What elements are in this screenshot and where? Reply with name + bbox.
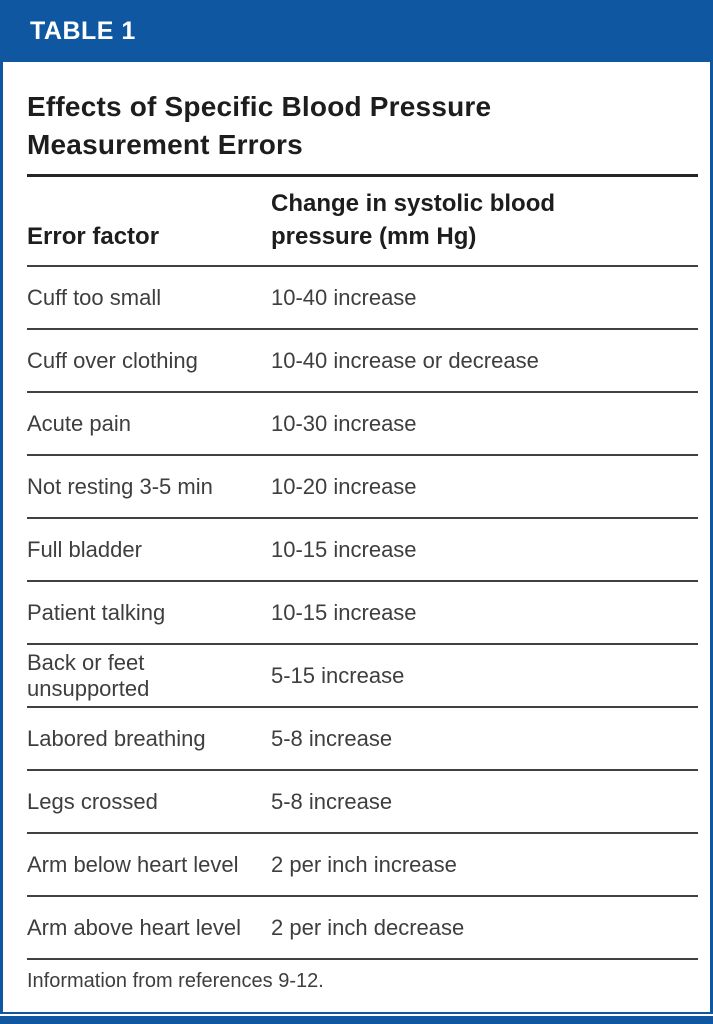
cell-change: 5-8 increase <box>271 788 393 814</box>
cell-change: 10-30 increase <box>271 410 417 436</box>
cell-change: 10-15 increase <box>271 536 417 562</box>
table-row: Labored breathing 5-8 increase <box>27 708 698 771</box>
header-top-rule <box>27 174 698 177</box>
cell-error-factor: Full bladder <box>27 536 142 562</box>
table-row: Patient talking 10-15 increase <box>27 582 698 645</box>
cell-error-factor: Cuff over clothing <box>27 347 198 373</box>
cell-error-factor: Arm below heart level <box>27 851 239 877</box>
table-row: Arm above heart level 2 per inch decreas… <box>27 897 698 960</box>
column-header-change: Change in systolic blood pressure (mm Hg… <box>271 187 698 253</box>
cell-change: 10-40 increase or decrease <box>271 347 539 373</box>
cell-error-factor: Acute pain <box>27 410 131 436</box>
cell-change: 2 per inch decrease <box>271 914 465 940</box>
table-row: Acute pain 10-30 increase <box>27 393 698 456</box>
table-row: Arm below heart level 2 per inch increas… <box>27 834 698 897</box>
table-title: Effects of Specific Blood Pressure Measu… <box>27 91 492 160</box>
column-header-error-factor: Error factor <box>27 223 160 250</box>
cell-change: 2 per inch increase <box>271 851 457 877</box>
table-row: Full bladder 10-15 increase <box>27 519 698 582</box>
table-row: Cuff over clothing 10-40 increase or dec… <box>27 330 698 393</box>
column-header-change-text: Change in systolic blood pressure (mm Hg… <box>271 190 556 250</box>
cell-error-factor: Cuff too small <box>27 284 162 310</box>
cell-change: 10-15 increase <box>271 599 417 625</box>
cell-change: 10-20 increase <box>271 473 417 499</box>
bottom-accent-bar <box>0 1016 713 1024</box>
table-row: Not resting 3-5 min 10-20 increase <box>27 456 698 519</box>
table-row: Cuff too small 10-40 increase <box>27 267 698 330</box>
table-footnote: Information from references 9-12. <box>27 970 324 992</box>
table-number-label: TABLE 1 <box>30 16 136 45</box>
cell-error-factor: Patient talking <box>27 599 166 625</box>
table-number-banner: TABLE 1 <box>0 0 713 62</box>
cell-error-factor: Labored breathing <box>27 725 206 751</box>
cell-error-factor: Arm above heart level <box>27 914 241 940</box>
column-header-row: Error factor Change in systolic blood pr… <box>27 177 698 267</box>
table-row: Legs crossed 5-8 increase <box>27 771 698 834</box>
table-content-box: Effects of Specific Blood Pressure Measu… <box>0 62 713 1014</box>
cell-change: 5-8 increase <box>271 725 393 751</box>
cell-error-factor: Legs crossed <box>27 788 158 814</box>
cell-change: 5-15 increase <box>271 662 405 688</box>
cell-change: 10-40 increase <box>271 284 417 310</box>
cell-error-factor: Back or feet unsupported <box>27 649 150 701</box>
table-row: Back or feet unsupported 5-15 increase <box>27 645 698 708</box>
cell-error-factor: Not resting 3-5 min <box>27 473 213 499</box>
